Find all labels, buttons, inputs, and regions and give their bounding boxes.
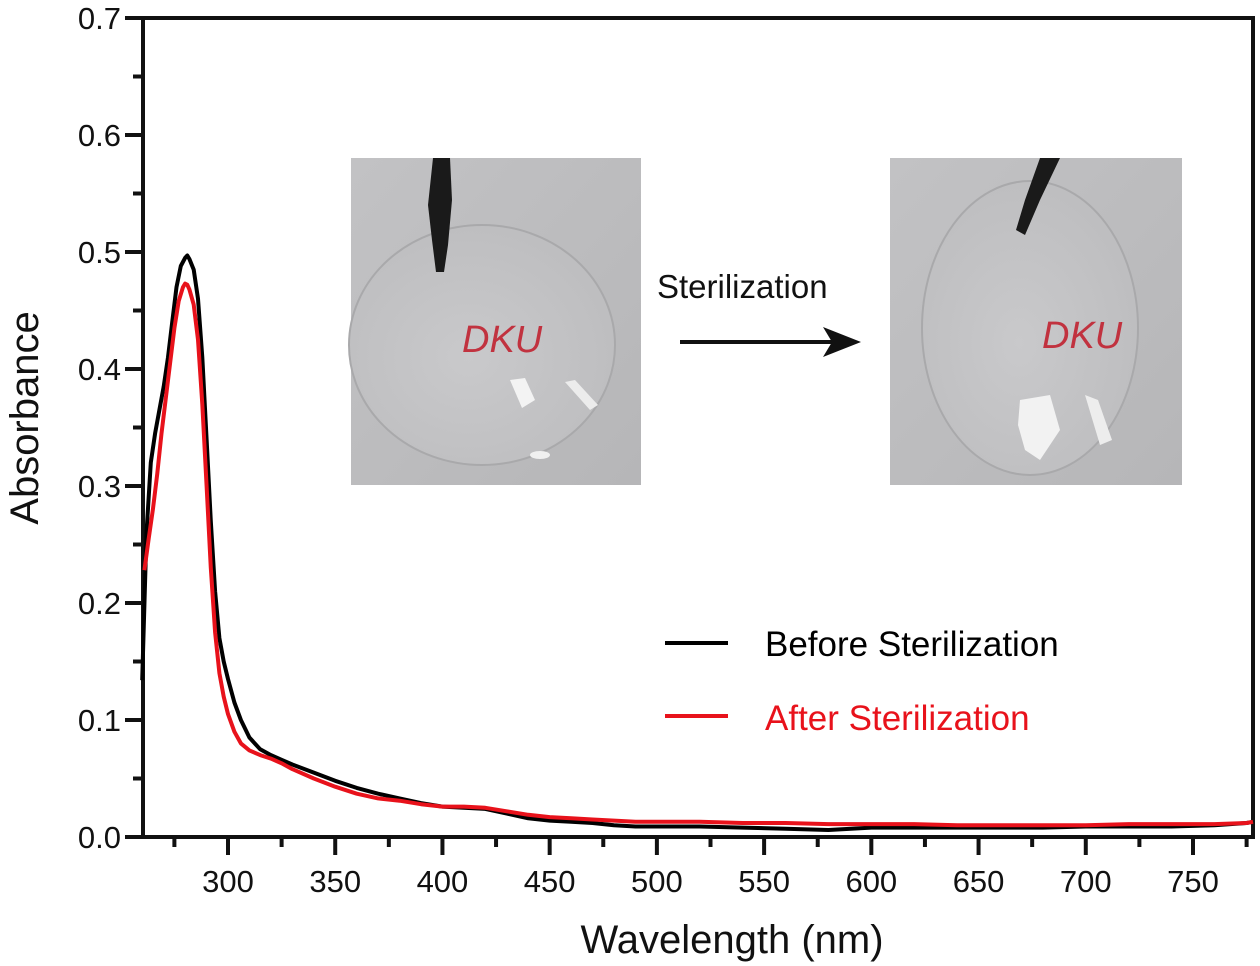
legend-label-before: Before Sterilization — [765, 625, 1059, 664]
y-tick-label: 0.5 — [78, 235, 121, 270]
y-axis-ticks: 0.0 0.1 0.2 0.3 0.4 0.5 0.6 0.7 — [78, 1, 143, 855]
x-axis-title: Wavelength (nm) — [580, 918, 883, 962]
film-disc-before — [348, 224, 616, 466]
tweezer-icon — [1016, 158, 1060, 235]
x-tick-label: 500 — [631, 864, 683, 899]
reflection-highlight — [565, 380, 598, 410]
legend: Before Sterilization After Sterilization — [665, 625, 1059, 738]
y-tick-label: 0.4 — [78, 352, 121, 387]
tweezer-icon — [428, 158, 452, 272]
y-axis-title: Absorbance — [3, 311, 47, 524]
x-tick-label: 300 — [202, 864, 254, 899]
reflection-highlight — [1085, 395, 1112, 445]
x-tick-label: 750 — [1167, 864, 1219, 899]
y-tick-label: 0.0 — [78, 820, 121, 855]
y-tick-label: 0.6 — [78, 118, 121, 153]
sterilization-arrow-label: Sterilization — [657, 268, 828, 305]
series-layer — [140, 253, 1254, 832]
inset-photo-after: DKU — [890, 158, 1182, 485]
series-line-after-sterilization — [142, 281, 1254, 828]
reflection-highlight — [510, 378, 535, 408]
x-tick-label: 600 — [845, 864, 897, 899]
reflection-highlight — [1018, 395, 1060, 460]
y-tick-label: 0.3 — [78, 469, 121, 504]
x-tick-label: 550 — [738, 864, 790, 899]
x-tick-label: 450 — [524, 864, 576, 899]
film-disc-after — [921, 180, 1139, 476]
x-tick-label: 350 — [309, 864, 361, 899]
inset-photo-before: DKU — [348, 158, 641, 485]
legend-label-after: After Sterilization — [765, 699, 1030, 738]
arrow-right-icon — [823, 327, 861, 357]
x-axis-ticks: 300 350 400 450 500 550 600 650 700 750 — [172, 837, 1249, 899]
x-tick-label: 400 — [417, 864, 469, 899]
y-tick-label: 0.2 — [78, 586, 121, 621]
film-label-after: DKU — [1042, 315, 1123, 357]
y-tick-label: 0.7 — [78, 1, 121, 36]
x-tick-label: 700 — [1060, 864, 1112, 899]
x-tick-label: 650 — [953, 864, 1005, 899]
reflection-highlight — [530, 451, 550, 459]
film-label-before: DKU — [462, 319, 543, 361]
series-line-before-sterilization — [140, 253, 1254, 832]
y-tick-label: 0.1 — [78, 703, 121, 738]
